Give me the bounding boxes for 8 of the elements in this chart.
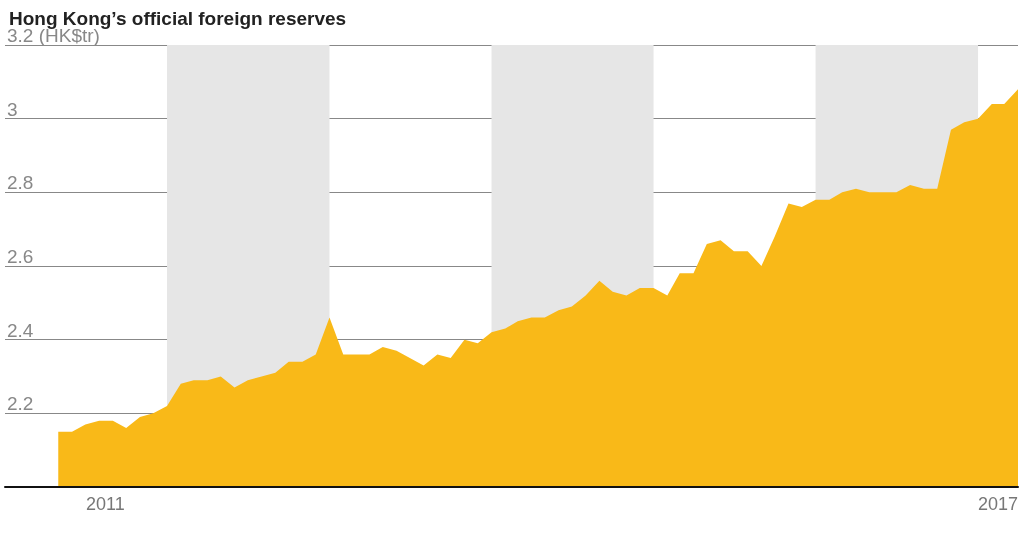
x-tick-label: 2017 bbox=[978, 494, 1019, 514]
y-tick-label: 2.2 bbox=[7, 393, 34, 415]
chart-title: Hong Kong’s official foreign reserves bbox=[9, 8, 347, 29]
x-tick-label: 2011 bbox=[85, 494, 125, 514]
y-tick-label: 2.4 bbox=[7, 319, 34, 341]
y-tick-label: 2.8 bbox=[7, 172, 34, 194]
y-tick-label: 2.6 bbox=[7, 246, 34, 267]
y-tick-label: 3 bbox=[7, 98, 18, 120]
